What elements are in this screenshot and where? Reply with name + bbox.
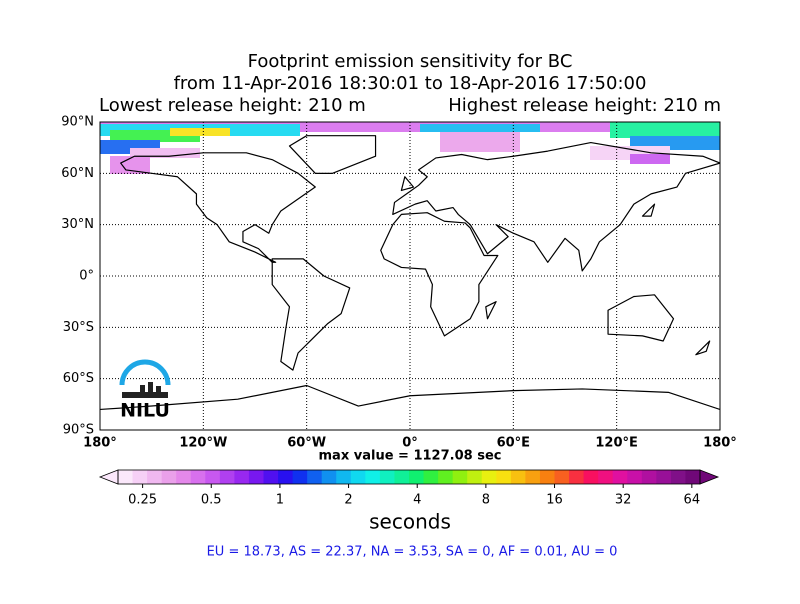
- release-high: Highest release height: 210 m: [448, 95, 721, 116]
- logo-text: NILU: [120, 400, 170, 422]
- x-tick-label: 180°: [703, 436, 737, 451]
- x-tick-label: 120°E: [595, 436, 638, 451]
- colorbar-segment: [612, 470, 628, 484]
- x-tick-label: 120°W: [179, 436, 227, 451]
- colorbar-extend-low: [98, 469, 119, 485]
- colorbar-segment: [409, 470, 425, 484]
- colorbar-segment: [205, 470, 221, 484]
- colorbar-tick-label: 64: [684, 493, 701, 508]
- colorbar-segment: [321, 470, 337, 484]
- region-stats: EU = 18.73, AS = 22.37, NA = 3.53, SA = …: [207, 545, 618, 560]
- colorbar-segment: [525, 470, 541, 484]
- colorbar-segment: [248, 470, 264, 484]
- colorbar-segment: [336, 470, 352, 484]
- colorbar-segment: [350, 470, 366, 484]
- colorbar-segment: [481, 470, 497, 484]
- colorbar-segment: [438, 470, 454, 484]
- colorbar-segment: [147, 470, 163, 484]
- colorbar-segment: [118, 470, 134, 484]
- colorbar-tick-label: 0.25: [128, 493, 157, 508]
- x-tick-label: 180°: [83, 436, 117, 451]
- y-tick-label: 90°N: [61, 115, 94, 130]
- x-tick-label: 60°E: [497, 436, 530, 451]
- colorbar-segment: [423, 470, 439, 484]
- colorbar-segment: [641, 470, 657, 484]
- colorbar-segment: [132, 470, 148, 484]
- logo: NILU: [119, 359, 171, 422]
- map-frame: [99, 121, 721, 431]
- colorbar-segment: [598, 470, 614, 484]
- colorbar: 0.25 0.5 1 2 4 8 16 32 64: [98, 469, 720, 508]
- subtitle: from 11-Apr-2016 18:30:01 to 18-Apr-2016…: [174, 73, 647, 94]
- colorbar-segment: [452, 470, 468, 484]
- colorbar-segment: [496, 470, 512, 484]
- y-tick-label: 60°S: [63, 371, 94, 386]
- colorbar-tick-label: 8: [482, 493, 490, 508]
- y-tick-label: 30°N: [61, 217, 94, 232]
- colorbar-segment: [583, 470, 599, 484]
- colorbar-segment: [176, 470, 192, 484]
- colorbar-segment: [365, 470, 381, 484]
- colorbar-segment: [292, 470, 308, 484]
- colorbar-tick-label: 32: [615, 493, 632, 508]
- colorbar-segment: [307, 470, 323, 484]
- y-tick-label: 60°N: [61, 166, 94, 181]
- colorbar-segment: [234, 470, 250, 484]
- release-low: Lowest release height: 210 m: [99, 95, 366, 116]
- colorbar-segment: [539, 470, 555, 484]
- colorbar-segment: [670, 470, 686, 484]
- colorbar-segment: [161, 470, 177, 484]
- colorbar-tick-label: 2: [344, 493, 352, 508]
- max-value: max value = 1127.08 sec: [319, 449, 502, 464]
- colorbar-tick-label: 1: [276, 493, 284, 508]
- colorbar-tick-label: 0.5: [201, 493, 222, 508]
- colorbar-segment: [278, 470, 294, 484]
- colorbar-segment: [685, 470, 701, 484]
- x-tick-label: 60°W: [287, 436, 326, 451]
- colorbar-frame: [117, 469, 701, 485]
- y-tick-label: 0°: [79, 269, 94, 284]
- colorbar-segment: [627, 470, 643, 484]
- x-tick-label: 0°: [402, 436, 418, 451]
- colorbar-segment: [219, 470, 235, 484]
- colorbar-segment: [263, 470, 279, 484]
- colorbar-segment: [656, 470, 672, 484]
- colorbar-extend-high: [699, 469, 720, 485]
- colorbar-segment: [510, 470, 526, 484]
- y-tick-label: 30°S: [63, 320, 94, 335]
- coastlines: [100, 136, 720, 410]
- colorbar-segment: [379, 470, 395, 484]
- y-tick-label: 90°S: [63, 423, 94, 438]
- colorbar-segment: [554, 470, 570, 484]
- colorbar-tick-label: 4: [413, 493, 421, 508]
- colorbar-segment: [394, 470, 410, 484]
- colorbar-segment: [569, 470, 585, 484]
- footprint: [100, 122, 720, 174]
- colorbar-label: seconds: [369, 510, 451, 534]
- colorbar-segment: [467, 470, 483, 484]
- title: Footprint emission sensitivity for BC: [248, 51, 573, 72]
- colorbar-segment: [190, 470, 206, 484]
- colorbar-tick-label: 16: [546, 493, 563, 508]
